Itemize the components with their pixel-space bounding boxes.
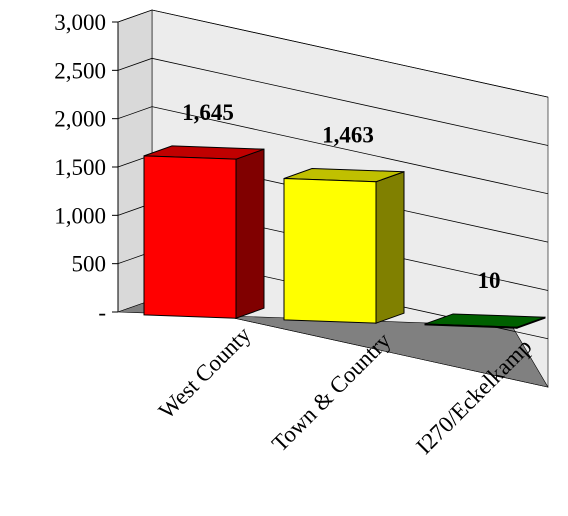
bars: [143, 145, 546, 329]
data-labels: 1,645 1,463 10: [182, 100, 500, 293]
gridline: [117, 57, 549, 146]
y-tick-label: 3,000: [54, 10, 106, 35]
y-tick-label: 1,000: [54, 203, 106, 228]
y-axis-ticks: - 500 1,000 1,500 2,000 2,500 3,000: [54, 10, 119, 325]
y-tick-label: 1,500: [54, 155, 106, 180]
gridline: [117, 9, 549, 98]
bar: [143, 155, 237, 319]
bar: [283, 177, 377, 324]
y-tick-label: 2,000: [54, 107, 106, 132]
data-label: 1,645: [182, 100, 234, 125]
y-tick-label: 2,500: [54, 58, 106, 83]
y-tick-label: 500: [72, 252, 107, 277]
data-label: 1,463: [322, 122, 374, 147]
y-tick-label: -: [98, 300, 106, 325]
bar-side: [375, 171, 405, 324]
category-label: Town & Country: [267, 328, 396, 457]
gridline: [117, 106, 549, 195]
data-label: 10: [478, 268, 501, 293]
bar: [424, 323, 518, 329]
category-label: West County: [154, 322, 256, 424]
bar-side: [235, 148, 265, 319]
